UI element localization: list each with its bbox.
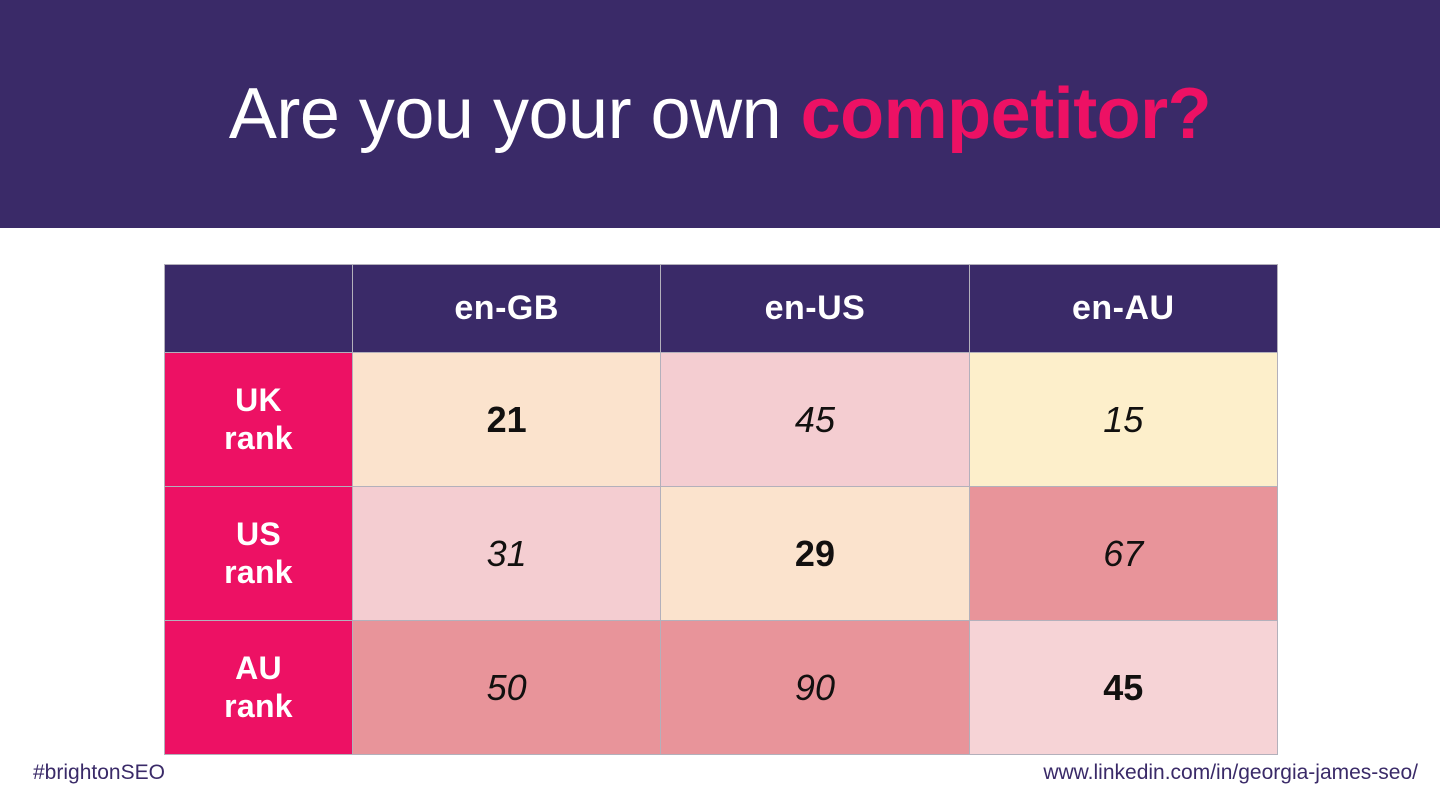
table-header-row: en-GB en-US en-AU bbox=[164, 264, 1278, 353]
cell-uk-en-gb: 21 bbox=[351, 352, 662, 487]
cell-us-en-us: 29 bbox=[660, 486, 970, 621]
cell-us-en-gb: 31 bbox=[351, 486, 662, 621]
page-title-accent: competitor? bbox=[800, 74, 1212, 154]
row-label-line1: AU bbox=[235, 649, 282, 686]
row-label-uk-rank: UK rank bbox=[164, 352, 353, 487]
row-label-us-rank: US rank bbox=[164, 486, 353, 621]
table-row: US rank 31 29 67 bbox=[164, 486, 1278, 621]
footer-profile-url: www.linkedin.com/in/georgia-james-seo/ bbox=[1043, 761, 1418, 784]
cell-uk-en-au: 15 bbox=[968, 352, 1278, 487]
row-label-line2: rank bbox=[224, 419, 293, 456]
row-label-au-rank: AU rank bbox=[164, 620, 353, 755]
row-label-line2: rank bbox=[224, 553, 293, 590]
title-band: Are you your own competitor? bbox=[0, 0, 1440, 228]
table-corner-cell bbox=[164, 264, 353, 353]
table-body: UK rank 21 45 15 US rank 31 29 67 AU ran… bbox=[164, 352, 1278, 755]
column-header-en-gb: en-GB bbox=[351, 264, 662, 353]
page-title-plain: Are you your own bbox=[228, 74, 801, 154]
cell-uk-en-us: 45 bbox=[660, 352, 970, 487]
column-header-en-us: en-US bbox=[660, 264, 970, 353]
row-label-line1: UK bbox=[235, 381, 282, 418]
row-label-line1: US bbox=[235, 515, 282, 552]
column-header-en-au: en-AU bbox=[968, 264, 1278, 353]
cell-au-en-au: 45 bbox=[968, 620, 1278, 755]
table-header: en-GB en-US en-AU bbox=[164, 264, 1278, 353]
cell-au-en-gb: 50 bbox=[351, 620, 662, 755]
cell-au-en-us: 90 bbox=[660, 620, 970, 755]
rank-comparison-table: en-GB en-US en-AU UK rank 21 45 15 US ra… bbox=[164, 264, 1278, 755]
footer-hashtag: #brightonSEO bbox=[33, 761, 165, 784]
row-label-line2: rank bbox=[224, 687, 293, 724]
cell-us-en-au: 67 bbox=[968, 486, 1278, 621]
page-title: Are you your own competitor? bbox=[229, 78, 1212, 150]
table-row: AU rank 50 90 45 bbox=[164, 620, 1278, 755]
table-row: UK rank 21 45 15 bbox=[164, 352, 1278, 487]
